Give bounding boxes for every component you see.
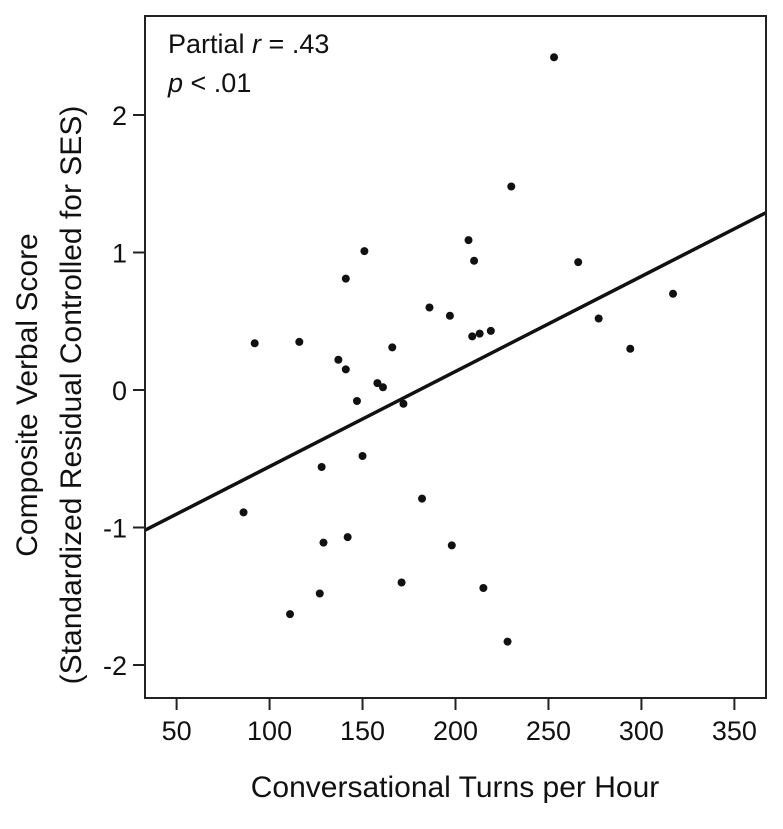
- data-point-24: [464, 236, 473, 245]
- y-tick-label--2: -2: [103, 651, 127, 681]
- x-tick-label-300: 300: [619, 716, 664, 746]
- data-point-1: [239, 508, 248, 517]
- data-point-10: [341, 274, 350, 283]
- annotation-r-value: = .43: [261, 29, 329, 59]
- data-point-9: [341, 365, 350, 374]
- data-point-3: [286, 610, 295, 619]
- regression-line: [145, 211, 766, 532]
- data-point-13: [358, 452, 367, 460]
- data-point-31: [507, 182, 516, 191]
- regression-layer: [145, 211, 766, 532]
- data-point-28: [479, 584, 488, 592]
- data-point-20: [418, 494, 427, 503]
- data-point-32: [550, 53, 559, 62]
- data-point-30: [503, 637, 512, 646]
- annotation-r-var: r: [252, 29, 262, 59]
- data-point-11: [343, 533, 352, 542]
- data-point-12: [352, 397, 361, 405]
- annotation-line2: p < .01: [167, 68, 251, 98]
- data-point-34: [594, 314, 603, 323]
- annotation-p-value: < .01: [183, 68, 251, 98]
- data-point-14: [360, 247, 369, 256]
- x-tick-label-350: 350: [712, 716, 757, 746]
- x-tick-label-150: 150: [340, 716, 385, 746]
- y-tick-label-1: 1: [112, 239, 127, 269]
- data-point-2: [250, 339, 259, 348]
- x-tick-label-50: 50: [162, 716, 192, 746]
- annotation-p-var: p: [167, 68, 183, 98]
- plot-area: [145, 53, 766, 646]
- data-point-27: [475, 329, 484, 338]
- data-point-25: [468, 332, 477, 341]
- data-point-15: [373, 379, 382, 388]
- data-point-6: [317, 463, 326, 471]
- data-point-29: [486, 326, 495, 335]
- x-tick-label-250: 250: [526, 716, 571, 746]
- data-point-18: [397, 578, 406, 587]
- y-tick-label-0: 0: [112, 376, 127, 406]
- data-point-16: [378, 383, 387, 392]
- data-point-19: [399, 399, 408, 408]
- x-tick-label-200: 200: [433, 716, 478, 746]
- data-point-33: [574, 258, 583, 267]
- plot-frame: [144, 15, 767, 699]
- y-tick-label--1: -1: [103, 514, 127, 544]
- y-axis-title-line1: Composite Verbal Score: [11, 233, 44, 557]
- annotation-line1: Partial r = .43: [168, 29, 329, 59]
- annotation-prefix: Partial: [168, 29, 252, 59]
- y-axis-ticks: 2 1 0 -1 -2: [103, 101, 145, 681]
- y-axis-title-line2: (Standardized Residual Controlled for SE…: [55, 106, 88, 685]
- data-point-4: [295, 337, 304, 346]
- data-point-35: [626, 344, 635, 353]
- points-layer: [239, 53, 678, 646]
- x-tick-label-100: 100: [247, 716, 292, 746]
- data-point-23: [447, 541, 456, 550]
- data-point-36: [669, 289, 678, 298]
- data-point-22: [445, 311, 454, 320]
- data-point-8: [334, 355, 343, 364]
- data-point-17: [388, 343, 397, 352]
- x-axis-ticks: 50 100 150 200 250 300 350: [162, 698, 757, 746]
- y-tick-label-2: 2: [112, 101, 127, 131]
- data-point-26: [470, 256, 479, 265]
- data-point-7: [319, 538, 328, 547]
- data-point-21: [425, 303, 434, 312]
- data-point-5: [315, 589, 324, 598]
- x-axis-title: Conversational Turns per Hour: [251, 771, 660, 804]
